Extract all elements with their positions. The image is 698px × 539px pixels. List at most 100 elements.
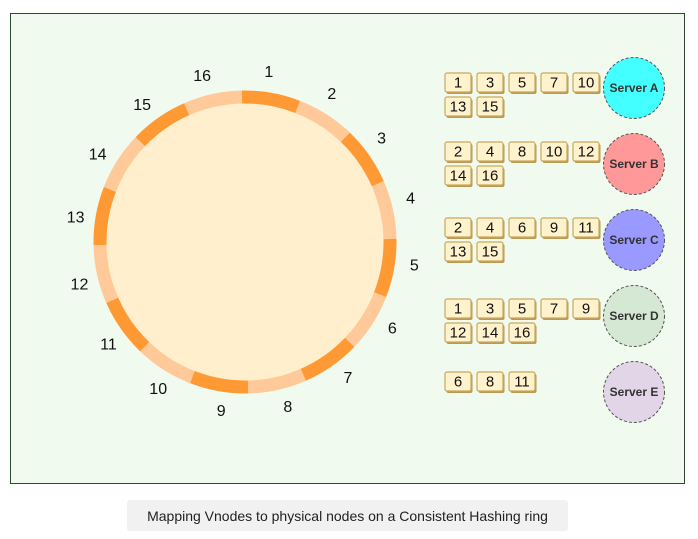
vnode-label: 10: [546, 144, 563, 161]
vnode-label: 3: [486, 75, 494, 92]
vnode-box: 12: [572, 141, 601, 163]
vnode-label: 16: [482, 168, 499, 185]
ring-segment-2: [295, 100, 350, 143]
ring-label-2: 2: [327, 86, 336, 103]
vnode-box: 14: [476, 322, 505, 344]
vnode-box: 10: [540, 141, 569, 163]
server-node: [603, 209, 665, 271]
vnode-box: 13: [444, 241, 473, 263]
ring-segment-1: [241, 90, 301, 114]
ring-label-16: 16: [193, 68, 211, 85]
vnode-box: 11: [572, 217, 601, 239]
ring-label-11: 11: [100, 336, 117, 353]
ring-segment-16: [184, 90, 243, 116]
vnode-box: 8: [508, 141, 537, 163]
vnode-box: 11: [508, 371, 537, 393]
vnode-box: 3: [476, 72, 505, 94]
vnode-box: 3: [476, 298, 505, 320]
vnode-box: 9: [572, 298, 601, 320]
vnode-box: 15: [476, 241, 505, 263]
server-row-c: 2 4 6 9 11 13 15 Server C: [444, 209, 665, 271]
ring-segment-7: [300, 337, 355, 381]
ring-segment-4: [371, 181, 397, 240]
ring-segment-13: [93, 186, 117, 246]
vnode-box: 5: [508, 72, 537, 94]
diagram-caption: Mapping Vnodes to physical nodes on a Co…: [127, 500, 568, 531]
vnode-label: 11: [514, 374, 530, 391]
ring-label-12: 12: [71, 276, 89, 293]
vnode-label: 8: [518, 144, 526, 161]
vnode-label: 7: [550, 301, 558, 318]
vnode-label: 1: [454, 301, 462, 318]
server-name: Server B: [609, 157, 659, 171]
vnode-label: 15: [482, 244, 499, 261]
ring-label-14: 14: [89, 147, 107, 164]
ring-label-1: 1: [264, 64, 273, 81]
ring-segment-11: [106, 297, 150, 352]
ring-label-10: 10: [149, 381, 167, 398]
hash-ring: [93, 90, 397, 394]
vnode-label: 6: [454, 374, 462, 391]
server-row-d: 1 3 5 7 9 12 14 16 Server D: [444, 285, 665, 347]
vnode-box: 13: [444, 96, 473, 118]
server-row-b: 2 4 8 10 12 14 16 Server B: [444, 133, 665, 195]
vnode-label: 12: [450, 325, 467, 342]
vnode-label: 2: [454, 220, 462, 237]
vnode-label: 12: [578, 144, 595, 161]
vnode-box: 16: [476, 165, 505, 187]
server-name: Server E: [610, 385, 659, 399]
vnode-box: 6: [508, 217, 537, 239]
ring-label-5: 5: [410, 257, 419, 274]
vnode-label: 13: [450, 99, 467, 116]
vnode-label: 13: [450, 244, 467, 261]
ring-segment-15: [135, 103, 190, 147]
ring-segment-14: [103, 137, 146, 192]
ring-segment-10: [140, 341, 195, 384]
ring-label-3: 3: [377, 131, 386, 148]
server-node: [603, 133, 665, 195]
vnode-label: 3: [486, 301, 494, 318]
vnode-box: 1: [444, 298, 473, 320]
ring-label-8: 8: [283, 399, 292, 416]
ring-segment-5: [373, 238, 397, 298]
vnode-label: 16: [514, 325, 531, 342]
vnode-label: 2: [454, 144, 462, 161]
vnode-box: 4: [476, 217, 505, 239]
vnode-box: 6: [444, 371, 473, 393]
server-row-e: 6 8 11 Server E: [444, 361, 665, 423]
vnode-box: 2: [444, 141, 473, 163]
ring-segment-8: [247, 368, 306, 394]
ring-segment-9: [189, 370, 249, 394]
vnode-box: 2: [444, 217, 473, 239]
server-node: [603, 285, 665, 347]
vnode-box: 1: [444, 72, 473, 94]
vnode-box: 7: [540, 72, 569, 94]
ring-label-6: 6: [388, 320, 397, 337]
vnode-label: 9: [582, 301, 590, 318]
vnode-box: 9: [540, 217, 569, 239]
vnode-label: 5: [518, 301, 526, 318]
vnode-box: 15: [476, 96, 505, 118]
vnode-label: 5: [518, 75, 526, 92]
vnode-label: 4: [486, 144, 494, 161]
vnode-box: 8: [476, 371, 505, 393]
vnode-label: 8: [486, 374, 494, 391]
server-node: [603, 57, 665, 119]
vnode-box: 7: [540, 298, 569, 320]
vnode-label: 4: [486, 220, 494, 237]
ring-label-13: 13: [67, 210, 85, 227]
vnode-label: 14: [482, 325, 499, 342]
vnode-label: 6: [518, 220, 526, 237]
server-name: Server A: [610, 81, 659, 95]
ring-label-7: 7: [343, 370, 352, 387]
vnode-box: 5: [508, 298, 537, 320]
vnode-label: 1: [454, 75, 462, 92]
server-node: [603, 361, 665, 423]
ring-label-4: 4: [406, 191, 415, 208]
vnode-label: 9: [550, 220, 558, 237]
vnode-label: 15: [482, 99, 499, 116]
